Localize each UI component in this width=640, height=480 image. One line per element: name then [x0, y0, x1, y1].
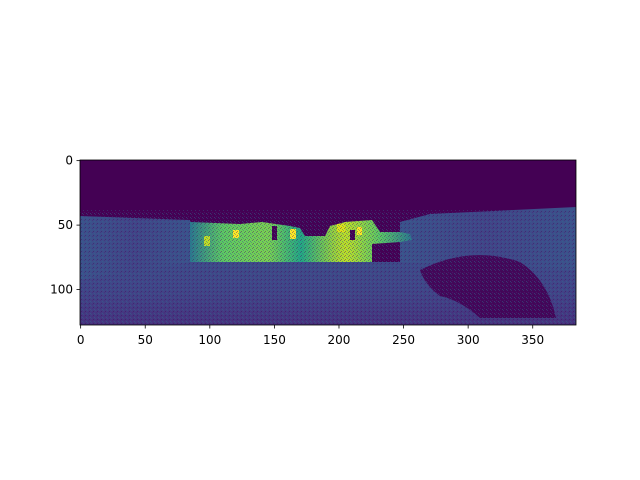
x-tick-label: 350	[521, 333, 544, 347]
heatmap-noise	[80, 210, 576, 325]
y-tick-label: 100	[50, 283, 73, 297]
x-tick-label: 150	[263, 333, 286, 347]
y-tick-label: 0	[65, 154, 73, 168]
x-tick-label: 300	[457, 333, 480, 347]
heatmap-image	[80, 160, 576, 325]
x-axis: 0 50 100 150 200 250 300 350	[77, 325, 544, 347]
x-tick-label: 200	[328, 333, 351, 347]
y-axis: 0 50 100	[50, 154, 80, 297]
x-tick-label: 50	[138, 333, 153, 347]
y-tick-label: 50	[58, 218, 73, 232]
x-tick-label: 250	[392, 333, 415, 347]
x-tick-label: 0	[77, 333, 85, 347]
x-tick-label: 100	[198, 333, 221, 347]
axes-frame	[79, 159, 577, 326]
